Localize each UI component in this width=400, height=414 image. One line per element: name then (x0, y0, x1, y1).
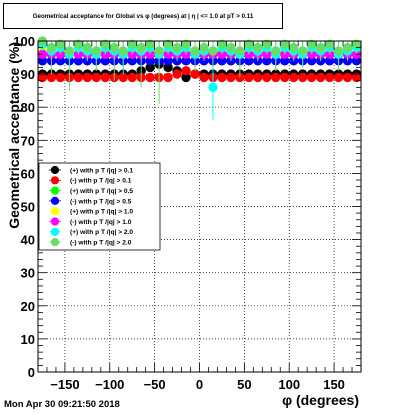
x-tick-label: 100 (278, 377, 300, 392)
data-point (226, 72, 236, 83)
data-point (46, 42, 57, 53)
y-tick-label: 70 (21, 133, 35, 148)
data-point (100, 72, 110, 83)
y-tick-label: 10 (21, 332, 35, 347)
legend-label: (+) with p T /|q| > 2.0 (70, 229, 133, 236)
legend-label: (-) with p T /|q| > 1.0 (70, 219, 132, 226)
x-tick-label: 0 (196, 377, 203, 392)
y-tick-label: 0 (28, 365, 35, 380)
data-point (306, 72, 317, 83)
data-point (297, 46, 308, 56)
data-point (297, 72, 308, 83)
data-point (280, 72, 290, 83)
y-tick-label: 100 (13, 34, 35, 49)
data-point (145, 72, 155, 83)
y-tick-label: 90 (21, 67, 35, 82)
data-point (64, 46, 75, 56)
x-tick-label: 150 (323, 377, 345, 392)
data-point (190, 46, 200, 56)
data-point (91, 72, 102, 83)
x-tick-label: −100 (95, 377, 124, 392)
data-point (136, 42, 146, 53)
y-tick-label: 40 (21, 233, 35, 248)
x-tick-label: −150 (50, 377, 79, 392)
data-point (208, 46, 218, 56)
data-point (163, 72, 173, 83)
legend-label: (-) with p T /|q| > 2.0 (70, 240, 132, 247)
x-axis-label: φ (degrees) (282, 392, 359, 408)
legend-label: (+) with p T /|q| > 1.0 (70, 209, 133, 216)
data-point (172, 69, 182, 79)
legend-label: (+) with p T /|q| > 0.5 (70, 188, 133, 195)
footer-timestamp: Mon Apr 30 09:21:50 2018 (4, 399, 120, 410)
legend: (+) with p T /|q| > 0.1 (-) with p T /|q|… (38, 162, 161, 251)
data-point (118, 46, 128, 56)
data-point (315, 72, 326, 83)
data-point (118, 72, 128, 83)
data-point (226, 42, 236, 53)
data-point (333, 46, 344, 56)
x-tick-label: −50 (144, 377, 166, 392)
data-point (46, 72, 57, 83)
legend-box (38, 162, 161, 251)
y-tick-label: 50 (21, 200, 35, 215)
data-point (217, 72, 227, 83)
data-point (271, 46, 281, 56)
data-point (181, 66, 191, 76)
data-point (190, 69, 200, 79)
legend-label: (+) with p T /|q| > 0.1 (70, 167, 133, 174)
data-point (244, 72, 254, 83)
data-point (289, 72, 299, 83)
data-point (199, 72, 209, 83)
data-point (235, 46, 245, 56)
chart-title: Geometrical acceptance for Global vs φ (… (3, 3, 283, 29)
legend-label: (-) with p T /|q| > 0.5 (70, 198, 132, 205)
data-point (333, 72, 344, 83)
y-tick-label: 80 (21, 100, 35, 115)
data-point (82, 42, 93, 53)
data-point (82, 72, 93, 83)
y-tick-label: 30 (21, 266, 35, 281)
data-point (289, 42, 299, 53)
data-point (172, 42, 182, 53)
y-tick-label: 20 (21, 299, 35, 314)
y-axis-label: Geometrical acceptance (%) (6, 42, 22, 229)
data-point (55, 72, 66, 83)
data-point (199, 42, 209, 53)
data-point (253, 72, 263, 83)
data-point (73, 72, 84, 83)
data-point (262, 72, 272, 83)
series-layer (37, 36, 362, 121)
y-tick-label: 60 (21, 166, 35, 181)
data-point (253, 42, 263, 53)
data-point (342, 42, 353, 53)
data-point (271, 72, 281, 83)
data-point (154, 46, 164, 56)
legend-label: (-) with p T /|q| > 0.1 (70, 178, 132, 185)
data-point (127, 72, 137, 83)
data-point (324, 72, 335, 83)
data-point (342, 72, 353, 83)
data-point (109, 42, 119, 53)
tick-labels: −150 −100 −50 0 50 100 150 0 10 20 30 40 50 60 70 80 90 1… (13, 34, 345, 392)
data-point (208, 82, 218, 93)
x-tick-label: 50 (237, 377, 251, 392)
data-point (91, 46, 102, 56)
data-point (315, 42, 326, 53)
